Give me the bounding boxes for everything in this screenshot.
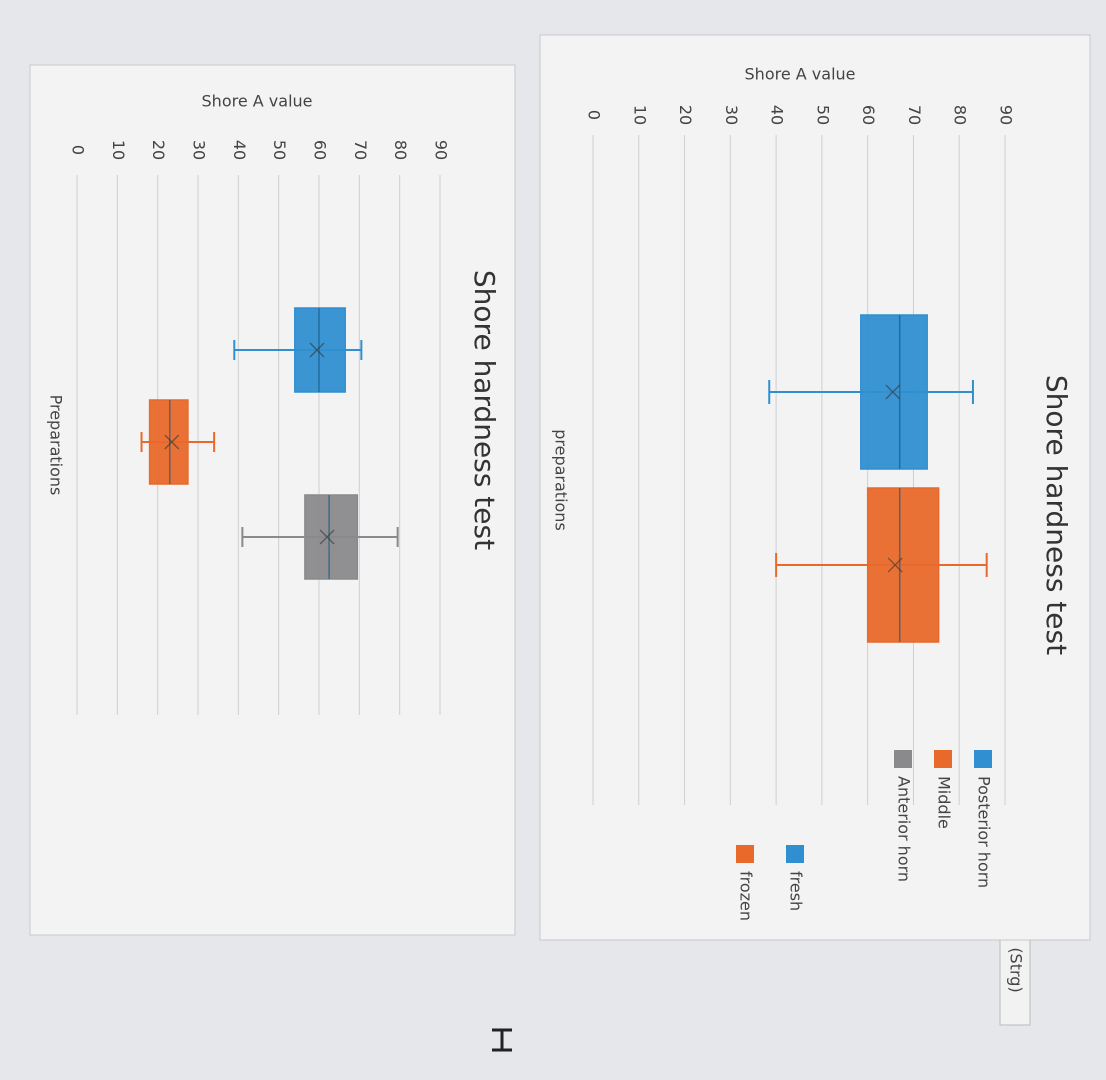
y-tick-label: 10	[630, 105, 649, 125]
y-tick-label: 80	[951, 105, 970, 125]
y-tick-label: 0	[585, 110, 604, 120]
y-tick-label: 50	[813, 105, 832, 125]
box	[866, 487, 940, 643]
box	[860, 314, 928, 470]
y-tick-label: 80	[391, 140, 410, 160]
y-tick-label: 90	[432, 140, 451, 160]
button-frame	[999, 924, 1031, 1026]
x-axis-title: preparations	[552, 429, 571, 531]
legend-swatch	[736, 845, 754, 863]
mean-marker	[887, 557, 903, 573]
chart-title: Shore hardness test	[1040, 375, 1073, 655]
legend-swatch	[786, 845, 804, 863]
box	[294, 307, 346, 393]
x-axis-title: Preparations	[47, 395, 66, 496]
mean-marker	[309, 342, 325, 358]
legend-label: Anterior horn	[895, 776, 914, 882]
chart-frame	[29, 64, 516, 936]
mean-marker	[319, 529, 335, 545]
y-tick-label: 30	[190, 140, 209, 160]
y-tick-label: 90	[997, 105, 1016, 125]
chart-title: Shore hardness test	[468, 270, 501, 550]
y-tick-label: 60	[311, 140, 330, 160]
y-tick-label: 30	[722, 105, 741, 125]
box	[148, 399, 189, 485]
y-axis-title: Shore A value	[202, 92, 313, 111]
mean-marker	[885, 384, 901, 400]
y-tick-label: 20	[676, 105, 695, 125]
y-tick-label: 50	[270, 140, 289, 160]
legend-label: Middle	[935, 776, 954, 829]
chart: Shore hardness test Shore A value Preparat…	[29, 64, 994, 936]
y-tick-label: 60	[859, 105, 878, 125]
legend-swatch	[974, 750, 992, 768]
box	[304, 494, 359, 580]
y-tick-label: 0	[69, 145, 88, 155]
chart-frame	[539, 34, 1091, 941]
legend-label: Posterior horn	[975, 776, 994, 888]
legend-label: fresh	[787, 871, 806, 911]
y-axis-title: Shore A value	[745, 65, 856, 84]
legend-label: frozen	[737, 871, 756, 921]
y-tick-label: 20	[149, 140, 168, 160]
y-tick-label: 70	[905, 105, 924, 125]
chart: Shore hardness test Shore A value preparat…	[539, 34, 1091, 941]
y-tick-label: 10	[109, 140, 128, 160]
y-tick-label: 40	[230, 140, 249, 160]
legend-swatch	[894, 750, 912, 768]
mean-marker	[164, 434, 180, 450]
text-cursor	[492, 1028, 512, 1052]
paste-button[interactable]: (Strg)	[999, 924, 1031, 1026]
legend-swatch	[934, 750, 952, 768]
button-label: (Strg)	[1007, 947, 1026, 992]
y-tick-label: 40	[768, 105, 787, 125]
y-tick-label: 70	[351, 140, 370, 160]
